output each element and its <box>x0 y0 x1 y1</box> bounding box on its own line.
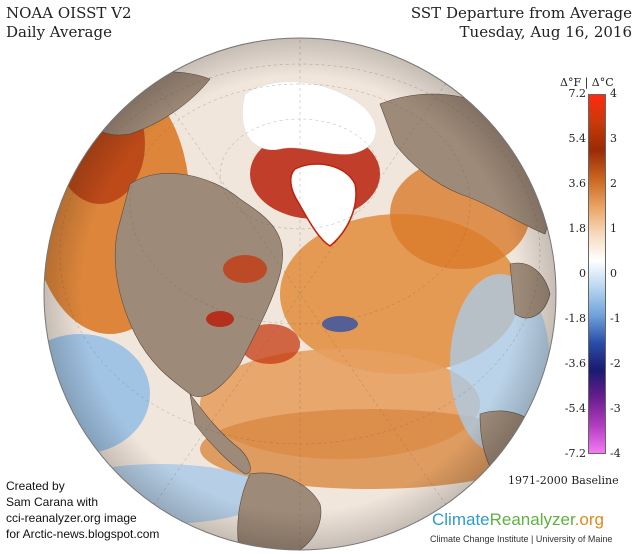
subtitle-block: SST Departure from Average Tuesday, Aug … <box>411 4 632 42</box>
tick-c: 1 <box>610 222 617 235</box>
title-period: Daily Average <box>6 23 112 41</box>
tick-f: -5.4 <box>564 402 586 415</box>
climate-reanalyzer-logo: ClimateReanalyzer.org <box>432 510 604 530</box>
tick-f: 0 <box>579 267 586 280</box>
tick-f: 3.6 <box>568 177 587 190</box>
credit-line: cci-reanalyzer.org image <box>6 511 137 525</box>
globe-map <box>43 37 557 551</box>
title-dataset: NOAA OISST V2 <box>6 4 132 22</box>
tick-f: 1.8 <box>568 222 587 235</box>
legend-units: Δ°F | Δ°C <box>560 76 614 89</box>
variable-title: SST Departure from Average <box>410 4 632 22</box>
tick-f: 5.4 <box>568 132 587 145</box>
tick-c: -1 <box>610 312 621 325</box>
tick-f: -3.6 <box>564 357 586 370</box>
credit-line: Sam Carana with <box>6 495 99 509</box>
credit-line: for Arctic-news.blogspot.com <box>6 527 160 541</box>
baseline-label: 1971-2000 Baseline <box>508 474 619 487</box>
color-scale-bar <box>588 94 606 454</box>
tick-c: 2 <box>610 177 617 190</box>
tick-c: 3 <box>610 132 617 145</box>
title-block: NOAA OISST V2 Daily Average <box>6 4 132 42</box>
logo-part: Reanalyzer <box>489 510 575 529</box>
logo-part: Climate <box>432 510 490 529</box>
legend-fahrenheit-ticks: 7.2 5.4 3.6 1.8 0 -1.8 -3.6 -5.4 -7.2 <box>538 88 587 460</box>
institution-label: Climate Change Institute | University of… <box>430 534 613 544</box>
logo-part: .org <box>574 510 604 529</box>
tick-c: 4 <box>610 87 617 100</box>
tick-c: -3 <box>610 402 621 415</box>
legend-celsius-ticks: 4 3 2 1 0 -1 -2 -3 -4 <box>610 88 636 460</box>
tick-f: -1.8 <box>564 312 586 325</box>
credit-line: Created by <box>6 479 65 493</box>
tick-f: -7.2 <box>564 447 586 460</box>
date-label: Tuesday, Aug 16, 2016 <box>459 23 632 41</box>
credit-block: Created by Sam Carana with cci-reanalyze… <box>6 478 159 542</box>
tick-c: 0 <box>610 267 617 280</box>
tick-c: -2 <box>610 357 621 370</box>
tick-c: -4 <box>610 447 621 460</box>
tick-f: 7.2 <box>568 87 587 100</box>
